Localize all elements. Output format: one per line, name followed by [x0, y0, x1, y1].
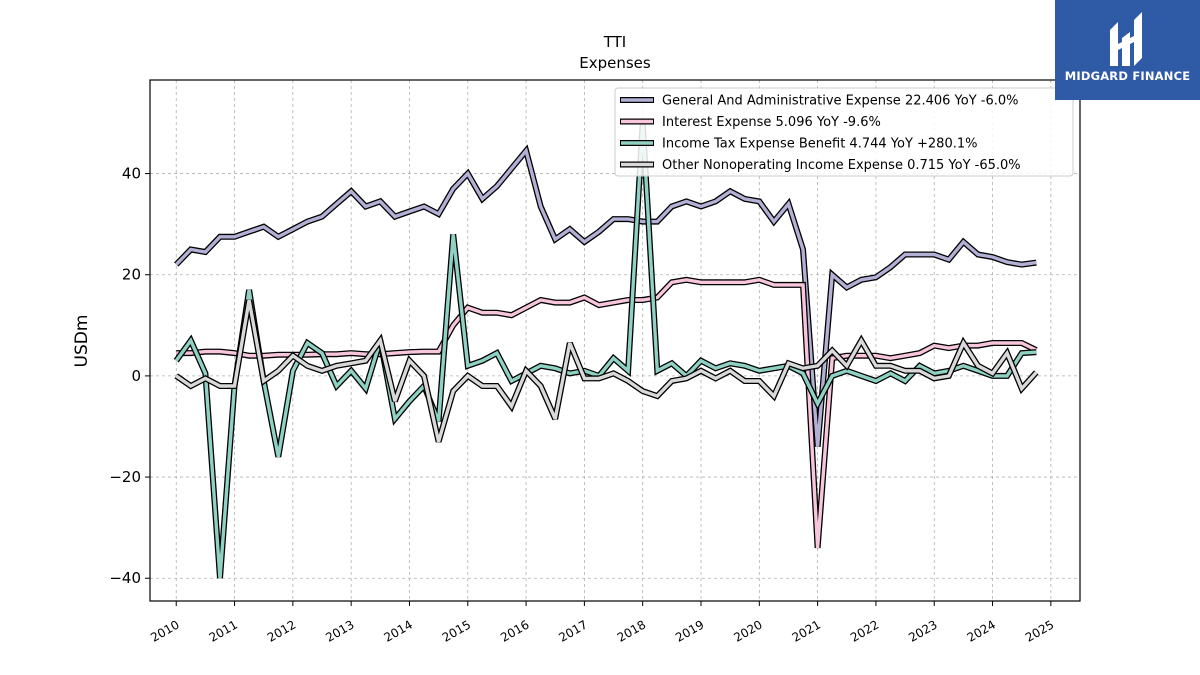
brand-name: MIDGARD FINANCE: [1064, 69, 1191, 83]
y-tick-label: 20: [122, 266, 141, 284]
x-tick-label: 2018: [615, 617, 648, 644]
series-line: [175, 299, 1038, 443]
y-tick-label: −20: [109, 468, 141, 486]
midgard-logo-icon: [1110, 12, 1142, 66]
series-3: [174, 299, 1039, 443]
series-0: [174, 144, 1037, 447]
series-lines: [173, 122, 1039, 579]
x-tick-label: 2022: [848, 617, 881, 644]
x-tick-label: 2020: [731, 617, 764, 644]
series-line: [174, 122, 1037, 579]
legend: General And Administrative Expense 22.40…: [614, 87, 1074, 177]
x-tick-label: 2025: [1023, 617, 1056, 644]
y-tick-label: 0: [131, 367, 141, 385]
series-outline: [174, 144, 1037, 447]
x-tick-label: 2016: [498, 617, 531, 644]
series-line: [174, 147, 1037, 447]
series-1: [176, 276, 1038, 549]
x-tick-label: 2017: [556, 617, 589, 644]
x-tick-label: 2019: [673, 617, 706, 644]
legend-box: [614, 87, 1074, 177]
legend-label: General And Administrative Expense 22.40…: [662, 94, 1019, 109]
x-tick-label: 2024: [965, 617, 998, 644]
brand-logo: MIDGARD FINANCE: [1055, 0, 1200, 100]
legend-label: Income Tax Expense Benefit 4.744 YoY +28…: [662, 137, 977, 152]
x-tick-label: 2021: [790, 617, 823, 644]
chart-title: TTI: [603, 33, 627, 51]
y-axis-label: USDm: [72, 315, 92, 368]
legend-label: Interest Expense 5.096 YoY -9.6%: [662, 115, 881, 130]
series-2: [173, 122, 1037, 579]
x-tick-label: 2023: [906, 617, 939, 644]
x-tick-label: 2012: [265, 617, 298, 644]
y-tick-label: −40: [109, 569, 141, 587]
x-tick-label: 2010: [148, 617, 181, 644]
x-tick-label: 2011: [207, 617, 240, 644]
series-line: [176, 278, 1038, 549]
y-tick-label: 40: [122, 165, 141, 183]
x-tick-label: 2014: [382, 617, 415, 644]
legend-label: Other Nonoperating Income Expense 0.715 …: [662, 158, 1021, 173]
series-outline: [176, 276, 1038, 549]
x-tick-label: 2015: [440, 617, 473, 644]
x-tick-label: 2013: [323, 617, 356, 644]
chart-subtitle: Expenses: [579, 54, 651, 72]
plot-frame: [149, 79, 1081, 602]
